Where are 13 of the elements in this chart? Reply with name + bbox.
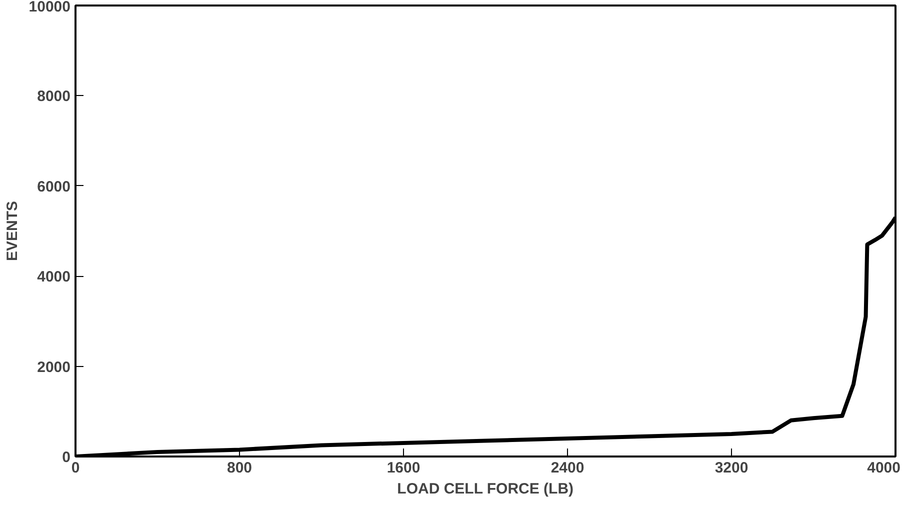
y-tick-label: 4000 <box>37 268 71 286</box>
y-tick-label: 6000 <box>37 178 71 196</box>
y-tick-label: 8000 <box>37 88 71 106</box>
y-axis-title: EVENTS <box>4 200 21 262</box>
x-axis-title: LOAD CELL FORCE (LB) <box>397 480 574 498</box>
y-tick-label: 10000 <box>28 0 71 16</box>
x-tick-label: 3200 <box>714 460 748 476</box>
y-tick-label: 0 <box>62 449 70 466</box>
x-tick-label: 1600 <box>386 460 420 476</box>
x-tick-label: 4000 <box>867 460 901 476</box>
x-tick-label: 2400 <box>550 460 584 476</box>
x-tick-label: 800 <box>226 460 252 476</box>
y-tick-label: 2000 <box>37 358 71 376</box>
